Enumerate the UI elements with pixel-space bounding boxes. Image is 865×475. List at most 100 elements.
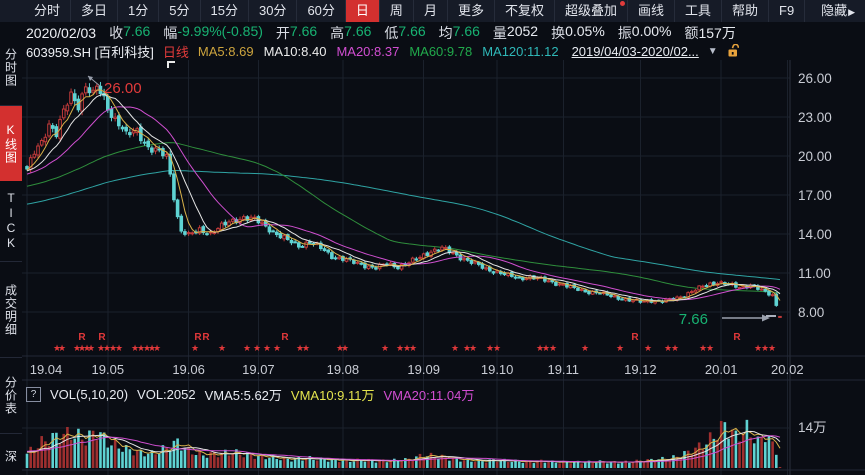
svg-text:★: ★ bbox=[409, 343, 417, 353]
sidebar-tab-6[interactable]: 深 bbox=[0, 434, 22, 475]
svg-text:R: R bbox=[98, 332, 106, 343]
svg-text:★: ★ bbox=[263, 343, 271, 353]
menu-item-2[interactable]: 多日 bbox=[71, 0, 119, 22]
svg-text:★: ★ bbox=[218, 343, 226, 353]
field-value: 157万 bbox=[698, 24, 736, 41]
svg-text:★: ★ bbox=[78, 343, 86, 353]
svg-text:★: ★ bbox=[109, 343, 117, 353]
vma5-value: VMA5:5.62万 bbox=[204, 387, 282, 403]
menu-item-1[interactable]: 分时 bbox=[24, 0, 72, 22]
volume-ma-lines bbox=[26, 427, 781, 464]
field-label: 量 bbox=[492, 24, 507, 41]
volume-bars bbox=[25, 419, 782, 468]
ma-label-1: MA5:8.69 bbox=[197, 43, 254, 59]
ma-label-4: MA60:9.78 bbox=[409, 43, 473, 59]
quote-field-额: 额 157万 bbox=[684, 23, 735, 43]
sidebar-tab-1[interactable]: 分时图 bbox=[0, 30, 22, 106]
svg-text:★: ★ bbox=[296, 343, 304, 353]
date-range-selector[interactable]: 2019/04/03-2020/02... bbox=[571, 43, 699, 59]
svg-text:★: ★ bbox=[493, 343, 501, 353]
quote-field-开: 开 7.66 bbox=[276, 23, 317, 43]
quote-date: 2020/02/03 bbox=[26, 24, 97, 41]
menu-item-15[interactable]: 工具 bbox=[675, 0, 723, 22]
lock-icon[interactable] bbox=[727, 44, 740, 58]
menu-item-label: 日 bbox=[355, 3, 369, 18]
quote-field-量: 量 2052 bbox=[493, 23, 538, 43]
slow-ma-lines bbox=[26, 142, 781, 294]
menu-item-label: 30分 bbox=[258, 3, 287, 18]
field-label: 收 bbox=[109, 24, 124, 41]
sidebar-tab-3[interactable]: TICK bbox=[0, 181, 22, 262]
peak-price-annotation: 26.00 bbox=[104, 80, 142, 97]
svg-text:★: ★ bbox=[83, 343, 91, 353]
svg-text:R: R bbox=[631, 332, 639, 343]
menu-item-label: 15分 bbox=[210, 3, 238, 18]
menu-item-17[interactable]: F9 bbox=[769, 0, 806, 22]
field-value: 7.66 bbox=[398, 22, 426, 39]
svg-text:★: ★ bbox=[73, 343, 81, 353]
svg-text:★: ★ bbox=[699, 343, 707, 353]
menu-item-16[interactable]: 帮助 bbox=[722, 0, 770, 22]
svg-text:★: ★ bbox=[273, 343, 281, 353]
menu-item-18[interactable]: 隐藏▶ bbox=[811, 0, 865, 22]
menu-item-label: 隐藏 bbox=[821, 3, 848, 18]
chart-plot-area[interactable] bbox=[22, 60, 790, 356]
svg-text:★: ★ bbox=[754, 343, 762, 353]
menu-item-9[interactable]: 周 bbox=[380, 0, 414, 22]
svg-text:★: ★ bbox=[243, 343, 251, 353]
quote-field-低: 低 7.66 bbox=[384, 23, 425, 43]
price-axis-label: 17.00 bbox=[798, 188, 832, 203]
chevron-down-icon[interactable]: ▼ bbox=[707, 45, 718, 57]
volume-axis-label: 14万 bbox=[798, 420, 827, 435]
sidebar-tab-2[interactable]: K线图 bbox=[0, 106, 22, 181]
svg-text:★: ★ bbox=[463, 343, 471, 353]
svg-text:★: ★ bbox=[486, 343, 494, 353]
ma-legend: MA5:8.69 MA10:8.40 MA20:8.37 MA60:9.78 MA120… bbox=[198, 44, 559, 59]
price-axis-label: 20.00 bbox=[798, 149, 832, 164]
menu-item-10[interactable]: 月 bbox=[414, 0, 448, 22]
time-axis-label: 19.10 bbox=[481, 362, 514, 377]
svg-text:★: ★ bbox=[581, 343, 589, 353]
vma20-value: VMA20:11.04万 bbox=[383, 387, 475, 403]
price-axis-label: 8.00 bbox=[798, 305, 824, 320]
event-markers: ★★ ★★★★ ★★★★ ★★★★★ ★ ★ ★ ★ ★ ★ ★★ ★★ ★ ★★★ ★ ★★ ★★ ★★★ ★ ★ ★… bbox=[53, 332, 776, 353]
menu-item-13[interactable]: 超级叠加 bbox=[555, 0, 628, 22]
menu-item-5[interactable]: 15分 bbox=[201, 0, 249, 22]
menu-item-14[interactable]: 画线 bbox=[628, 0, 676, 22]
menu-item-label: 60分 bbox=[307, 3, 335, 18]
field-value: 2052 bbox=[506, 22, 539, 39]
time-axis-label: 19.08 bbox=[327, 362, 360, 377]
menu-item-11[interactable]: 更多 bbox=[448, 0, 495, 22]
menu-item-7[interactable]: 60分 bbox=[297, 0, 346, 22]
field-value: 0.05% bbox=[565, 22, 605, 39]
svg-text:★: ★ bbox=[97, 343, 105, 353]
vol-indicator-label: VOL(5,10,20) bbox=[50, 386, 129, 402]
menu-item-12[interactable]: 不复权 bbox=[495, 0, 555, 22]
sidebar-tab-4[interactable]: 成交明细 bbox=[0, 262, 22, 358]
menu-item-4[interactable]: 5分 bbox=[159, 0, 201, 22]
price-axis-label: 14.00 bbox=[798, 227, 832, 242]
sidebar-tab-5[interactable]: 分价表 bbox=[0, 358, 22, 434]
menu-item-label: 工具 bbox=[685, 3, 712, 18]
svg-text:★: ★ bbox=[469, 343, 477, 353]
time-axis-label: 19.06 bbox=[172, 362, 205, 377]
svg-text:R: R bbox=[194, 332, 202, 343]
svg-text:★: ★ bbox=[664, 343, 672, 353]
menu-item-8[interactable]: 日 bbox=[345, 0, 380, 22]
field-value: 0.00% bbox=[631, 22, 672, 39]
svg-text:★: ★ bbox=[103, 343, 111, 353]
price-axis-label: 23.00 bbox=[798, 110, 832, 125]
indicator-help-checkbox[interactable]: ? bbox=[26, 386, 41, 402]
svg-text:★: ★ bbox=[341, 343, 349, 353]
quote-field-幅: 幅 -9.99%(-0.85) bbox=[163, 23, 263, 43]
svg-text:★: ★ bbox=[115, 343, 123, 353]
field-value: -9.99%(-0.85) bbox=[177, 22, 263, 39]
field-label: 振 bbox=[617, 24, 632, 41]
menu-item-3[interactable]: 1分 bbox=[118, 0, 160, 22]
svg-text:★: ★ bbox=[148, 343, 156, 353]
volume-pane-header: ? VOL(5,10,20) VOL:2052 VMA5:5.62万 VMA10… bbox=[26, 386, 475, 403]
menu-item-6[interactable]: 30分 bbox=[249, 0, 298, 22]
svg-text:★: ★ bbox=[53, 343, 61, 353]
ma120-line bbox=[26, 170, 781, 281]
